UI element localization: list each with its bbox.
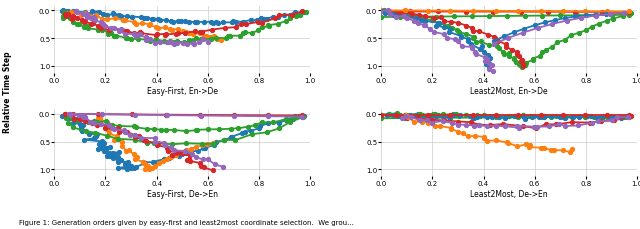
X-axis label: Least2Most, De->En: Least2Most, De->En <box>470 189 548 198</box>
X-axis label: Least2Most, En->De: Least2Most, En->De <box>470 86 548 95</box>
Text: Figure 1: Generation orders given by easy-first and least2most coordinate select: Figure 1: Generation orders given by eas… <box>19 219 354 225</box>
Text: Relative Time Step: Relative Time Step <box>3 51 12 132</box>
X-axis label: Easy-First, En->De: Easy-First, En->De <box>147 86 218 95</box>
X-axis label: Easy-First, De->En: Easy-First, De->En <box>147 189 218 198</box>
